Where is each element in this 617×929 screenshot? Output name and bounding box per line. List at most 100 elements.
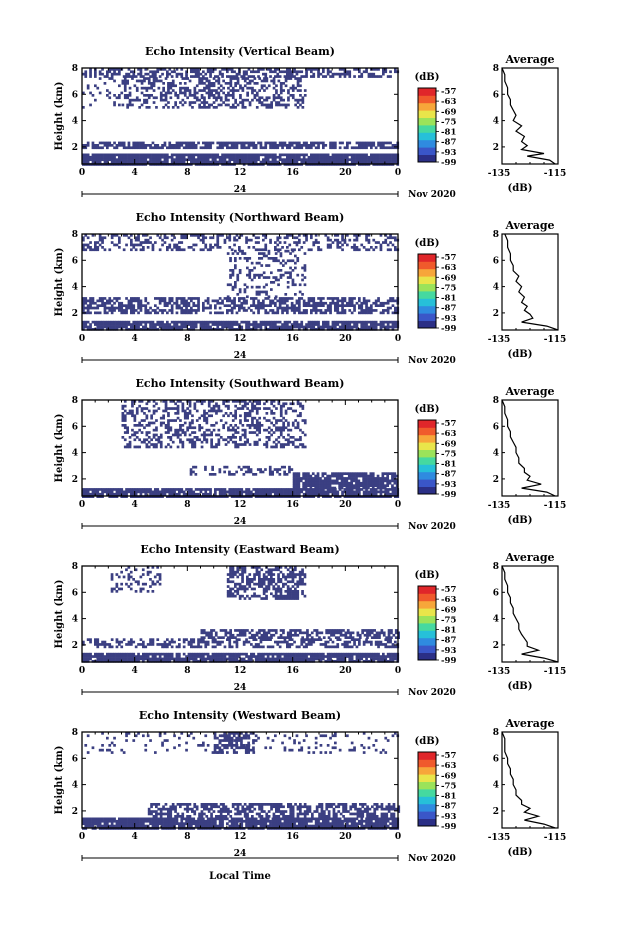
echo-cell (264, 490, 268, 494)
echo-cell (257, 141, 260, 145)
echo-cell (305, 141, 308, 145)
echo-cell (175, 652, 179, 656)
echo-cell (229, 428, 233, 432)
echo-cell (195, 84, 199, 88)
echo-cell (214, 490, 217, 494)
echo-cell (101, 238, 104, 242)
echo-cell (305, 236, 308, 240)
colorbar-unit: (dB) (415, 238, 440, 249)
echo-cell (338, 477, 341, 480)
echo-cell (262, 299, 265, 303)
echo-cell (182, 155, 186, 159)
echo-cell (379, 153, 383, 157)
echo-cell (259, 470, 262, 474)
echo-cell (364, 481, 368, 485)
echo-cell (266, 652, 270, 656)
echo-cell (239, 101, 242, 104)
echo-cell (197, 70, 200, 74)
echo-cell (376, 479, 380, 483)
echo-cell (343, 488, 347, 491)
echo-cell (123, 431, 127, 434)
echo-cell (281, 490, 284, 494)
echo-cell (180, 490, 184, 494)
echo-cell (286, 72, 289, 76)
echo-cell (282, 436, 285, 439)
echo-cell (395, 481, 399, 485)
echo-cell (289, 266, 292, 270)
echo-cell (319, 155, 323, 159)
echo-cell (246, 402, 249, 406)
echo-cell (144, 68, 148, 71)
echo-cell (257, 70, 260, 74)
echo-cell (379, 479, 382, 483)
echo-cell (383, 477, 387, 480)
echo-cell (143, 98, 146, 102)
echo-cell (353, 75, 356, 78)
echo-cell (151, 70, 155, 74)
echo-cell (194, 146, 198, 150)
echo-cell (101, 72, 104, 76)
echo-cell (200, 106, 204, 109)
echo-cell (268, 465, 272, 469)
echo-cell (234, 281, 237, 284)
echo-cell (199, 238, 203, 242)
echo-cell (125, 234, 128, 237)
echo-cell (341, 243, 344, 247)
echo-cell (341, 297, 344, 300)
echo-cell (290, 72, 294, 76)
echo-cell (314, 484, 317, 487)
echo-cell (304, 481, 308, 485)
echo-cell (281, 246, 284, 249)
echo-cell (278, 241, 282, 244)
echo-cell (209, 153, 212, 157)
echo-cell (319, 309, 323, 312)
echo-cell (207, 96, 211, 100)
echo-cell (348, 158, 352, 161)
echo-cell (286, 276, 290, 279)
echo-cell (365, 492, 368, 496)
echo-cell (379, 492, 383, 496)
echo-cell (284, 103, 288, 107)
echo-cell (94, 652, 97, 656)
echo-cell (238, 72, 241, 76)
echo-cell (234, 106, 237, 109)
colorbar-segment (418, 442, 436, 450)
echo-cell (145, 416, 149, 420)
echo-cell (228, 155, 232, 159)
echo-cell (181, 103, 185, 107)
echo-cell (305, 323, 308, 326)
echo-cell (258, 421, 261, 425)
echo-cell (319, 248, 323, 252)
echo-cell (236, 445, 240, 449)
echo-cell (288, 243, 292, 247)
echo-cell (307, 304, 311, 307)
echo-cell (324, 309, 328, 312)
echo-cell (130, 238, 133, 242)
echo-cell (253, 89, 257, 92)
echo-cell (265, 293, 268, 296)
echo-cell (322, 141, 325, 145)
echo-cell (120, 306, 124, 310)
echo-cell (202, 153, 205, 157)
echo-cell (144, 492, 148, 496)
echo-cell (132, 141, 136, 145)
echo-cell (276, 468, 279, 471)
echo-cell (192, 652, 196, 656)
echo-cell (180, 323, 184, 326)
colorbar-tick-label: -69 (441, 107, 456, 117)
echo-cell (228, 490, 232, 494)
echo-cell (291, 269, 295, 272)
echo-cell (210, 103, 213, 107)
echo-cell (192, 70, 196, 74)
echo-cell (144, 320, 148, 324)
echo-cell (305, 325, 308, 329)
echo-cell (175, 320, 179, 324)
echo-cell (169, 91, 173, 95)
echo-cell (240, 155, 244, 159)
echo-cell (132, 75, 136, 78)
echo-cell (84, 325, 88, 329)
echo-cell (217, 103, 221, 107)
echo-cell (281, 306, 284, 310)
echo-cell (367, 652, 371, 656)
